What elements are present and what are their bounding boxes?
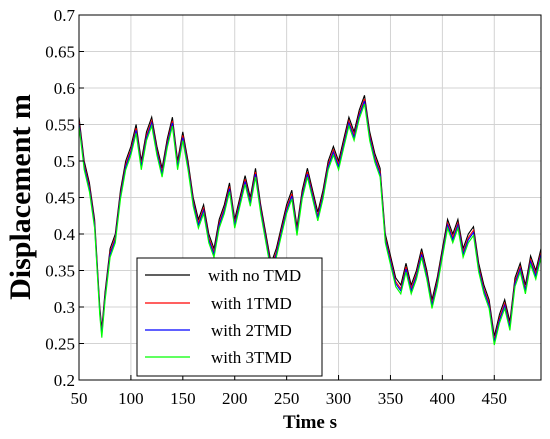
legend-label-2tmd: with 2TMD bbox=[211, 321, 292, 340]
x-tick-label: 350 bbox=[378, 389, 404, 408]
y-tick-label: 0.4 bbox=[54, 225, 76, 244]
y-tick-label: 0.3 bbox=[54, 298, 75, 317]
y-tick-label: 0.55 bbox=[45, 116, 75, 135]
series-line-3tmd bbox=[78, 103, 542, 346]
y-tick-label: 0.25 bbox=[45, 335, 75, 354]
y-tick-label: 0.65 bbox=[45, 43, 75, 62]
y-tick-label: 0.45 bbox=[45, 189, 75, 208]
y-tick-label: 0.7 bbox=[54, 6, 76, 25]
legend-label-no-tmd: with no TMD bbox=[208, 266, 301, 285]
legend-label-1tmd: with 1TMD bbox=[211, 294, 292, 313]
series-line-no-tmd bbox=[78, 95, 542, 337]
y-tick-label: 0.5 bbox=[54, 152, 75, 171]
legend-box bbox=[136, 257, 323, 377]
x-tick-label: 450 bbox=[482, 389, 508, 408]
x-axis-ticks: 50 100 150 200 250 300 350 400 450 bbox=[71, 375, 508, 408]
y-axis-ticks: 0.2 0.25 0.3 0.35 0.4 0.45 0.5 0.55 0.6 0.65 0.7 bbox=[45, 6, 84, 390]
x-tick-label: 400 bbox=[430, 389, 456, 408]
y-tick-label: 0.35 bbox=[45, 262, 75, 281]
x-axis-label: Time s bbox=[283, 412, 337, 433]
y-axis-label: Displacement m bbox=[4, 94, 37, 300]
legend: with no TMD with 1TMD with 2TMD with 3TM… bbox=[136, 257, 323, 377]
x-tick-label: 250 bbox=[274, 389, 300, 408]
y-tick-label: 0.2 bbox=[54, 371, 75, 390]
x-tick-label: 50 bbox=[71, 389, 88, 408]
x-tick-label: 300 bbox=[326, 389, 352, 408]
legend-label-3tmd: with 3TMD bbox=[211, 348, 292, 367]
y-tick-label: 0.6 bbox=[54, 79, 75, 98]
plot-lines bbox=[78, 95, 542, 346]
x-tick-label: 200 bbox=[222, 389, 248, 408]
x-tick-label: 100 bbox=[118, 389, 144, 408]
x-tick-label: 150 bbox=[170, 389, 196, 408]
